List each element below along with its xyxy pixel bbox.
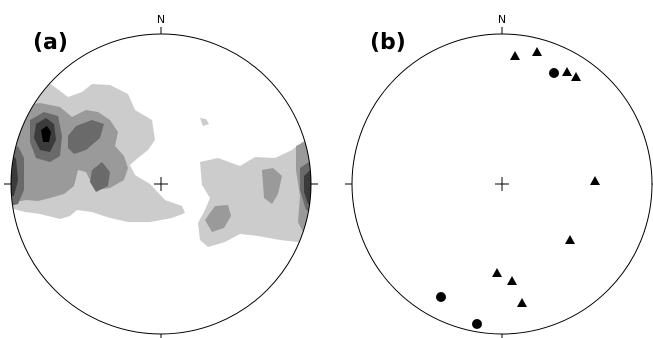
panel-label-a: (a)	[33, 30, 68, 55]
contour-level-5	[41, 126, 51, 142]
circle-marker	[436, 292, 446, 302]
panel-label-b: (b)	[370, 30, 406, 55]
contour-rim-east-4	[304, 170, 311, 204]
triangle-marker	[562, 67, 572, 76]
contour-region-east-3	[205, 205, 231, 232]
panel-b: N (b)	[345, 13, 653, 338]
triangle-marker	[590, 176, 600, 185]
triangle-marker	[571, 72, 581, 81]
contour-west-3b	[68, 120, 104, 154]
density-contours	[11, 80, 311, 248]
panel-a: N (a)	[4, 13, 318, 338]
contour-max	[41, 126, 51, 142]
triangle-marker	[532, 47, 542, 56]
triangle-marker	[510, 51, 520, 60]
contour-speck	[200, 118, 209, 126]
north-label-a: N	[157, 13, 165, 26]
triangle-marker	[517, 298, 527, 307]
north-label-b: N	[498, 13, 506, 26]
circle-markers	[436, 68, 559, 329]
contour-region-east-2	[262, 168, 282, 204]
triangle-marker	[492, 268, 502, 277]
circle-marker	[472, 319, 482, 329]
circle-marker	[549, 68, 559, 78]
triangle-marker	[507, 276, 517, 285]
contour-west-3c	[90, 162, 110, 192]
triangle-markers	[492, 47, 600, 307]
triangle-marker	[565, 235, 575, 244]
